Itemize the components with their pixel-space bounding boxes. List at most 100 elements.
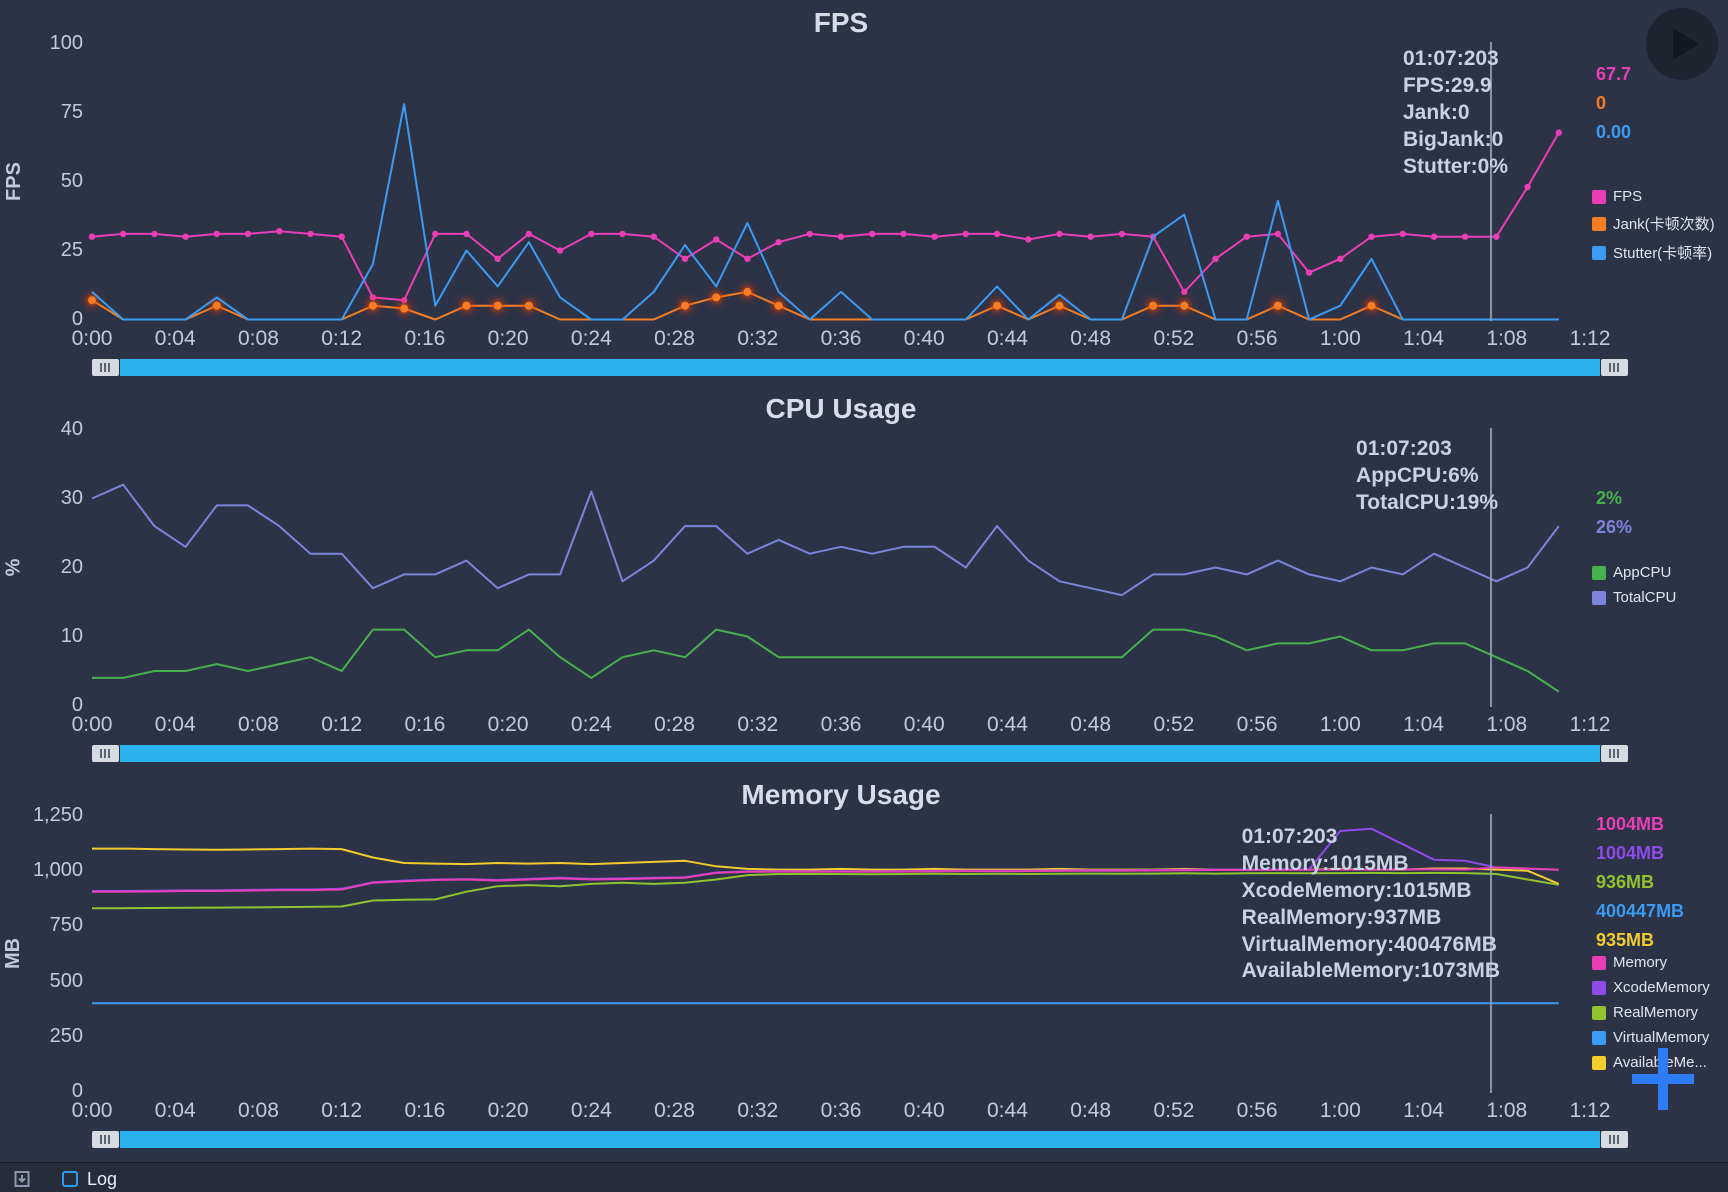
- cpu-plot-area[interactable]: 01:07:203 AppCPU:6% TotalCPU:19%: [91, 428, 1590, 707]
- legend-item-jank[interactable]: Jank(卡顿次数): [1592, 213, 1728, 234]
- legend-color-swatch: [1592, 1005, 1606, 1020]
- fps-y-axis: 0 25 50 75 100: [28, 32, 92, 330]
- data-point-jank: [1055, 301, 1064, 310]
- data-point-jank: [400, 304, 409, 313]
- x-tick-label: 0:52: [1153, 327, 1195, 350]
- memory-scrollbar-left-grip[interactable]: [92, 1131, 119, 1148]
- fps-scrollbar-track[interactable]: [120, 359, 1600, 376]
- current-value: 400447MB: [1596, 901, 1685, 921]
- y-tick-label: 750: [49, 914, 83, 937]
- data-point-fps: [1274, 230, 1282, 238]
- x-tick-label: 1:12: [1569, 713, 1611, 736]
- crosshair-zoom-icon[interactable]: [1632, 1048, 1694, 1110]
- x-tick-label: 1:00: [1319, 713, 1361, 736]
- grip-icon: [1609, 1135, 1620, 1144]
- data-point-fps: [151, 230, 158, 238]
- fps-time-scrollbar[interactable]: [92, 359, 1628, 376]
- data-point-jank: [681, 301, 689, 310]
- grip-icon: [100, 749, 111, 758]
- data-point-jank: [712, 293, 721, 302]
- x-tick-label: 0:44: [987, 713, 1028, 736]
- fps-chart-lines: [88, 103, 1563, 321]
- memory-y-axis-label: MB: [2, 937, 25, 970]
- x-tick-label: 0:56: [1236, 327, 1278, 350]
- data-point-fps: [806, 230, 813, 238]
- current-value: 26%: [1596, 517, 1633, 537]
- data-point-jank: [1273, 301, 1282, 310]
- cpu-scrollbar-left-grip[interactable]: [92, 745, 119, 762]
- memory-cursor-line: [1490, 814, 1492, 1093]
- fps-legend: FPS Jank(卡顿次数) Stutter(卡顿率): [1592, 188, 1728, 271]
- fps-plot-area[interactable]: 01:07:203 FPS:29.9 Jank:0 BigJank:0 Stutter:…: [88, 42, 1590, 321]
- current-value: 1004MB: [1596, 814, 1665, 834]
- x-tick-label: 0:40: [903, 327, 945, 350]
- x-tick-label: 0:24: [570, 327, 612, 350]
- x-tick-label: 0:32: [737, 327, 779, 350]
- memory-chart-lines: [92, 827, 1560, 1005]
- y-tick-label: 50: [60, 170, 83, 192]
- x-tick-label: 0:28: [654, 327, 695, 350]
- memory-scrollbar-track[interactable]: [120, 1131, 1600, 1148]
- data-point-fps: [837, 233, 845, 240]
- data-point-jank: [774, 301, 783, 310]
- fps-scrollbar-right-grip[interactable]: [1601, 359, 1628, 376]
- data-point-fps: [1399, 230, 1407, 238]
- current-value: 67.7: [1596, 64, 1632, 84]
- log-label: Log: [87, 1168, 118, 1189]
- data-point-fps: [588, 230, 595, 238]
- x-tick-label: 0:20: [487, 327, 529, 350]
- legend-item-stutter[interactable]: Stutter(卡顿率): [1592, 242, 1728, 263]
- legend-item-memory[interactable]: Memory: [1592, 954, 1728, 971]
- legend-item-xcodememory[interactable]: XcodeMemory: [1592, 979, 1728, 996]
- y-tick-label: 30: [60, 487, 83, 509]
- legend-item-virtualmemory[interactable]: VirtualMemory: [1592, 1029, 1728, 1046]
- y-tick-label: 10: [60, 625, 83, 647]
- tooltip-line: 01:07:203: [1402, 47, 1499, 70]
- cpu-scrollbar-track[interactable]: [120, 745, 1600, 762]
- cpu-side-panel: 2% 26% AppCPU TotalCPU: [1590, 428, 1728, 707]
- legend-color-swatch: [1592, 590, 1606, 605]
- memory-tooltip: 01:07:203 Memory:1015MB XcodeMemory:1015MB…: [1242, 824, 1500, 985]
- data-point-fps: [525, 230, 533, 238]
- legend-label: AppCPU: [1613, 564, 1672, 581]
- legend-item-totalcpu[interactable]: TotalCPU: [1592, 589, 1728, 606]
- memory-time-scrollbar[interactable]: [92, 1131, 1628, 1148]
- legend-item-fps[interactable]: FPS: [1592, 188, 1728, 205]
- tooltip-line: AppCPU:6%: [1356, 463, 1479, 487]
- y-tick-label: 0: [71, 694, 83, 716]
- fps-scrollbar-left-grip[interactable]: [92, 359, 119, 376]
- legend-item-appcpu[interactable]: AppCPU: [1592, 564, 1728, 581]
- fps-y-axis-label: FPS: [2, 162, 25, 201]
- data-point-fps: [1305, 269, 1313, 276]
- cpu-time-scrollbar[interactable]: [92, 745, 1628, 762]
- play-button[interactable]: [1646, 8, 1718, 80]
- log-checkbox[interactable]: Log: [62, 1169, 117, 1190]
- data-point-fps: [338, 233, 345, 240]
- data-point-jank: [743, 287, 752, 296]
- cpu-scrollbar-right-grip[interactable]: [1601, 745, 1628, 762]
- series-line-appcpu: [92, 628, 1560, 693]
- series-line-memory: [92, 866, 1559, 893]
- y-tick-label: 40: [60, 418, 83, 440]
- export-log-icon[interactable]: [10, 1167, 34, 1191]
- legend-color-swatch: [1592, 1055, 1606, 1070]
- memory-chart-title: Memory Usage: [741, 779, 941, 810]
- current-value: 0.00: [1596, 122, 1632, 142]
- data-point-fps: [962, 230, 969, 238]
- current-value: 2%: [1596, 488, 1623, 508]
- x-tick-label: 0:24: [570, 713, 612, 736]
- data-point-fps: [120, 230, 127, 238]
- memory-plot-area[interactable]: 01:07:203 Memory:1015MB XcodeMemory:1015MB…: [92, 814, 1590, 1093]
- grip-icon: [1609, 363, 1620, 372]
- tooltip-line: VirtualMemory:400476MB: [1241, 932, 1497, 956]
- data-point-fps: [432, 230, 439, 238]
- x-tick-label: 0:08: [238, 327, 279, 350]
- legend-label: Jank(卡顿次数): [1613, 216, 1715, 233]
- data-point-fps: [681, 255, 689, 262]
- x-tick-label: 0:12: [321, 713, 363, 736]
- memory-scrollbar-right-grip[interactable]: [1601, 1131, 1628, 1148]
- x-tick-label: 0:12: [321, 1099, 363, 1122]
- legend-item-realmemory[interactable]: RealMemory: [1592, 1004, 1728, 1021]
- data-point-fps: [463, 230, 470, 238]
